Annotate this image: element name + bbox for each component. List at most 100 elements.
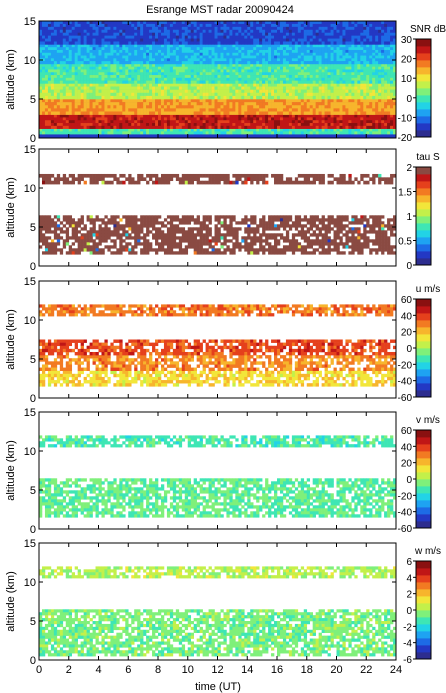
data-cell bbox=[166, 41, 171, 45]
data-cell bbox=[253, 80, 257, 84]
data-cell bbox=[297, 123, 302, 127]
data-cell bbox=[294, 108, 299, 112]
data-cell bbox=[104, 114, 108, 118]
data-cell bbox=[294, 117, 299, 121]
data-cell bbox=[330, 44, 334, 48]
data-cell bbox=[101, 92, 105, 97]
data-cell bbox=[113, 95, 117, 100]
data-cell bbox=[306, 89, 311, 94]
data-cell bbox=[169, 92, 174, 97]
data-cell bbox=[71, 114, 75, 118]
data-cell bbox=[181, 38, 186, 42]
data-cell bbox=[229, 29, 233, 33]
data-cell bbox=[330, 52, 334, 56]
data-cell bbox=[306, 117, 311, 121]
data-cell bbox=[44, 38, 49, 42]
data-cell bbox=[178, 61, 183, 65]
data-cell bbox=[294, 63, 299, 67]
data-cell bbox=[309, 38, 313, 42]
data-cell bbox=[193, 32, 197, 36]
data-cell bbox=[119, 111, 123, 115]
data-cell bbox=[303, 61, 308, 65]
data-cell bbox=[390, 120, 394, 124]
data-cell bbox=[172, 111, 177, 115]
data-cell bbox=[83, 95, 87, 100]
data-cell bbox=[214, 105, 218, 109]
data-cell bbox=[232, 99, 236, 103]
data-cell bbox=[80, 89, 84, 94]
data-cell bbox=[86, 245, 90, 249]
data-cell bbox=[131, 111, 135, 115]
data-cell bbox=[95, 111, 99, 115]
data-cell bbox=[357, 114, 361, 118]
data-cell bbox=[282, 49, 287, 54]
data-cell bbox=[62, 120, 67, 124]
data-cell bbox=[372, 108, 376, 112]
data-cell bbox=[155, 26, 159, 31]
data-cell bbox=[321, 120, 325, 124]
data-cell bbox=[360, 105, 364, 109]
data-cell bbox=[232, 105, 236, 109]
data-cell bbox=[309, 105, 313, 109]
data-cell bbox=[137, 80, 141, 84]
data-cell bbox=[339, 61, 343, 65]
data-cell bbox=[339, 66, 343, 70]
data-cell bbox=[175, 77, 180, 81]
data-cell bbox=[83, 227, 87, 231]
data-cell bbox=[149, 108, 153, 112]
data-cell bbox=[375, 131, 379, 135]
data-cell bbox=[232, 80, 236, 84]
data-cell bbox=[163, 114, 168, 118]
data-cell bbox=[83, 86, 87, 90]
data-cell bbox=[77, 125, 81, 129]
data-cell bbox=[303, 92, 308, 97]
data-cell bbox=[86, 58, 90, 62]
data-cell bbox=[363, 83, 367, 87]
data-cell bbox=[71, 75, 75, 79]
data-cell bbox=[80, 80, 84, 84]
data-cell bbox=[265, 35, 269, 39]
data-cell bbox=[98, 58, 102, 62]
data-cell bbox=[363, 123, 367, 127]
data-cell bbox=[291, 77, 296, 81]
data-cell bbox=[68, 38, 73, 42]
data-cell bbox=[119, 83, 123, 87]
data-cell bbox=[39, 55, 43, 59]
data-cell bbox=[149, 21, 153, 25]
data-cell bbox=[77, 218, 81, 222]
data-cell bbox=[175, 125, 180, 129]
data-cell bbox=[39, 86, 43, 90]
data-cell bbox=[247, 38, 251, 42]
data-cell bbox=[384, 26, 388, 31]
data-cell bbox=[107, 89, 111, 94]
data-cell bbox=[202, 66, 206, 70]
data-cell bbox=[303, 32, 308, 36]
data-cell bbox=[68, 236, 73, 240]
data-cell bbox=[86, 63, 90, 67]
data-cell bbox=[274, 63, 278, 67]
data-cell bbox=[220, 52, 224, 56]
data-cell bbox=[354, 58, 358, 62]
data-cell bbox=[360, 49, 364, 54]
data-cell bbox=[190, 95, 194, 100]
data-cell bbox=[137, 41, 141, 45]
data-cell bbox=[217, 69, 221, 73]
data-cell bbox=[256, 21, 260, 25]
data-cell bbox=[256, 128, 260, 132]
data-cell bbox=[274, 66, 278, 70]
data-cell bbox=[247, 41, 251, 45]
data-cell bbox=[300, 69, 305, 73]
data-cell bbox=[163, 35, 168, 39]
data-cell bbox=[300, 44, 305, 48]
data-cell bbox=[250, 75, 254, 79]
data-cell bbox=[291, 32, 296, 36]
data-cell bbox=[128, 58, 132, 62]
data-cell bbox=[208, 80, 212, 84]
data-cell bbox=[199, 44, 203, 48]
data-cell bbox=[187, 35, 192, 39]
data-cell bbox=[205, 123, 209, 127]
data-cell bbox=[217, 63, 221, 67]
data-cell bbox=[315, 72, 319, 76]
data-cell bbox=[390, 80, 394, 84]
data-cell bbox=[300, 72, 305, 76]
